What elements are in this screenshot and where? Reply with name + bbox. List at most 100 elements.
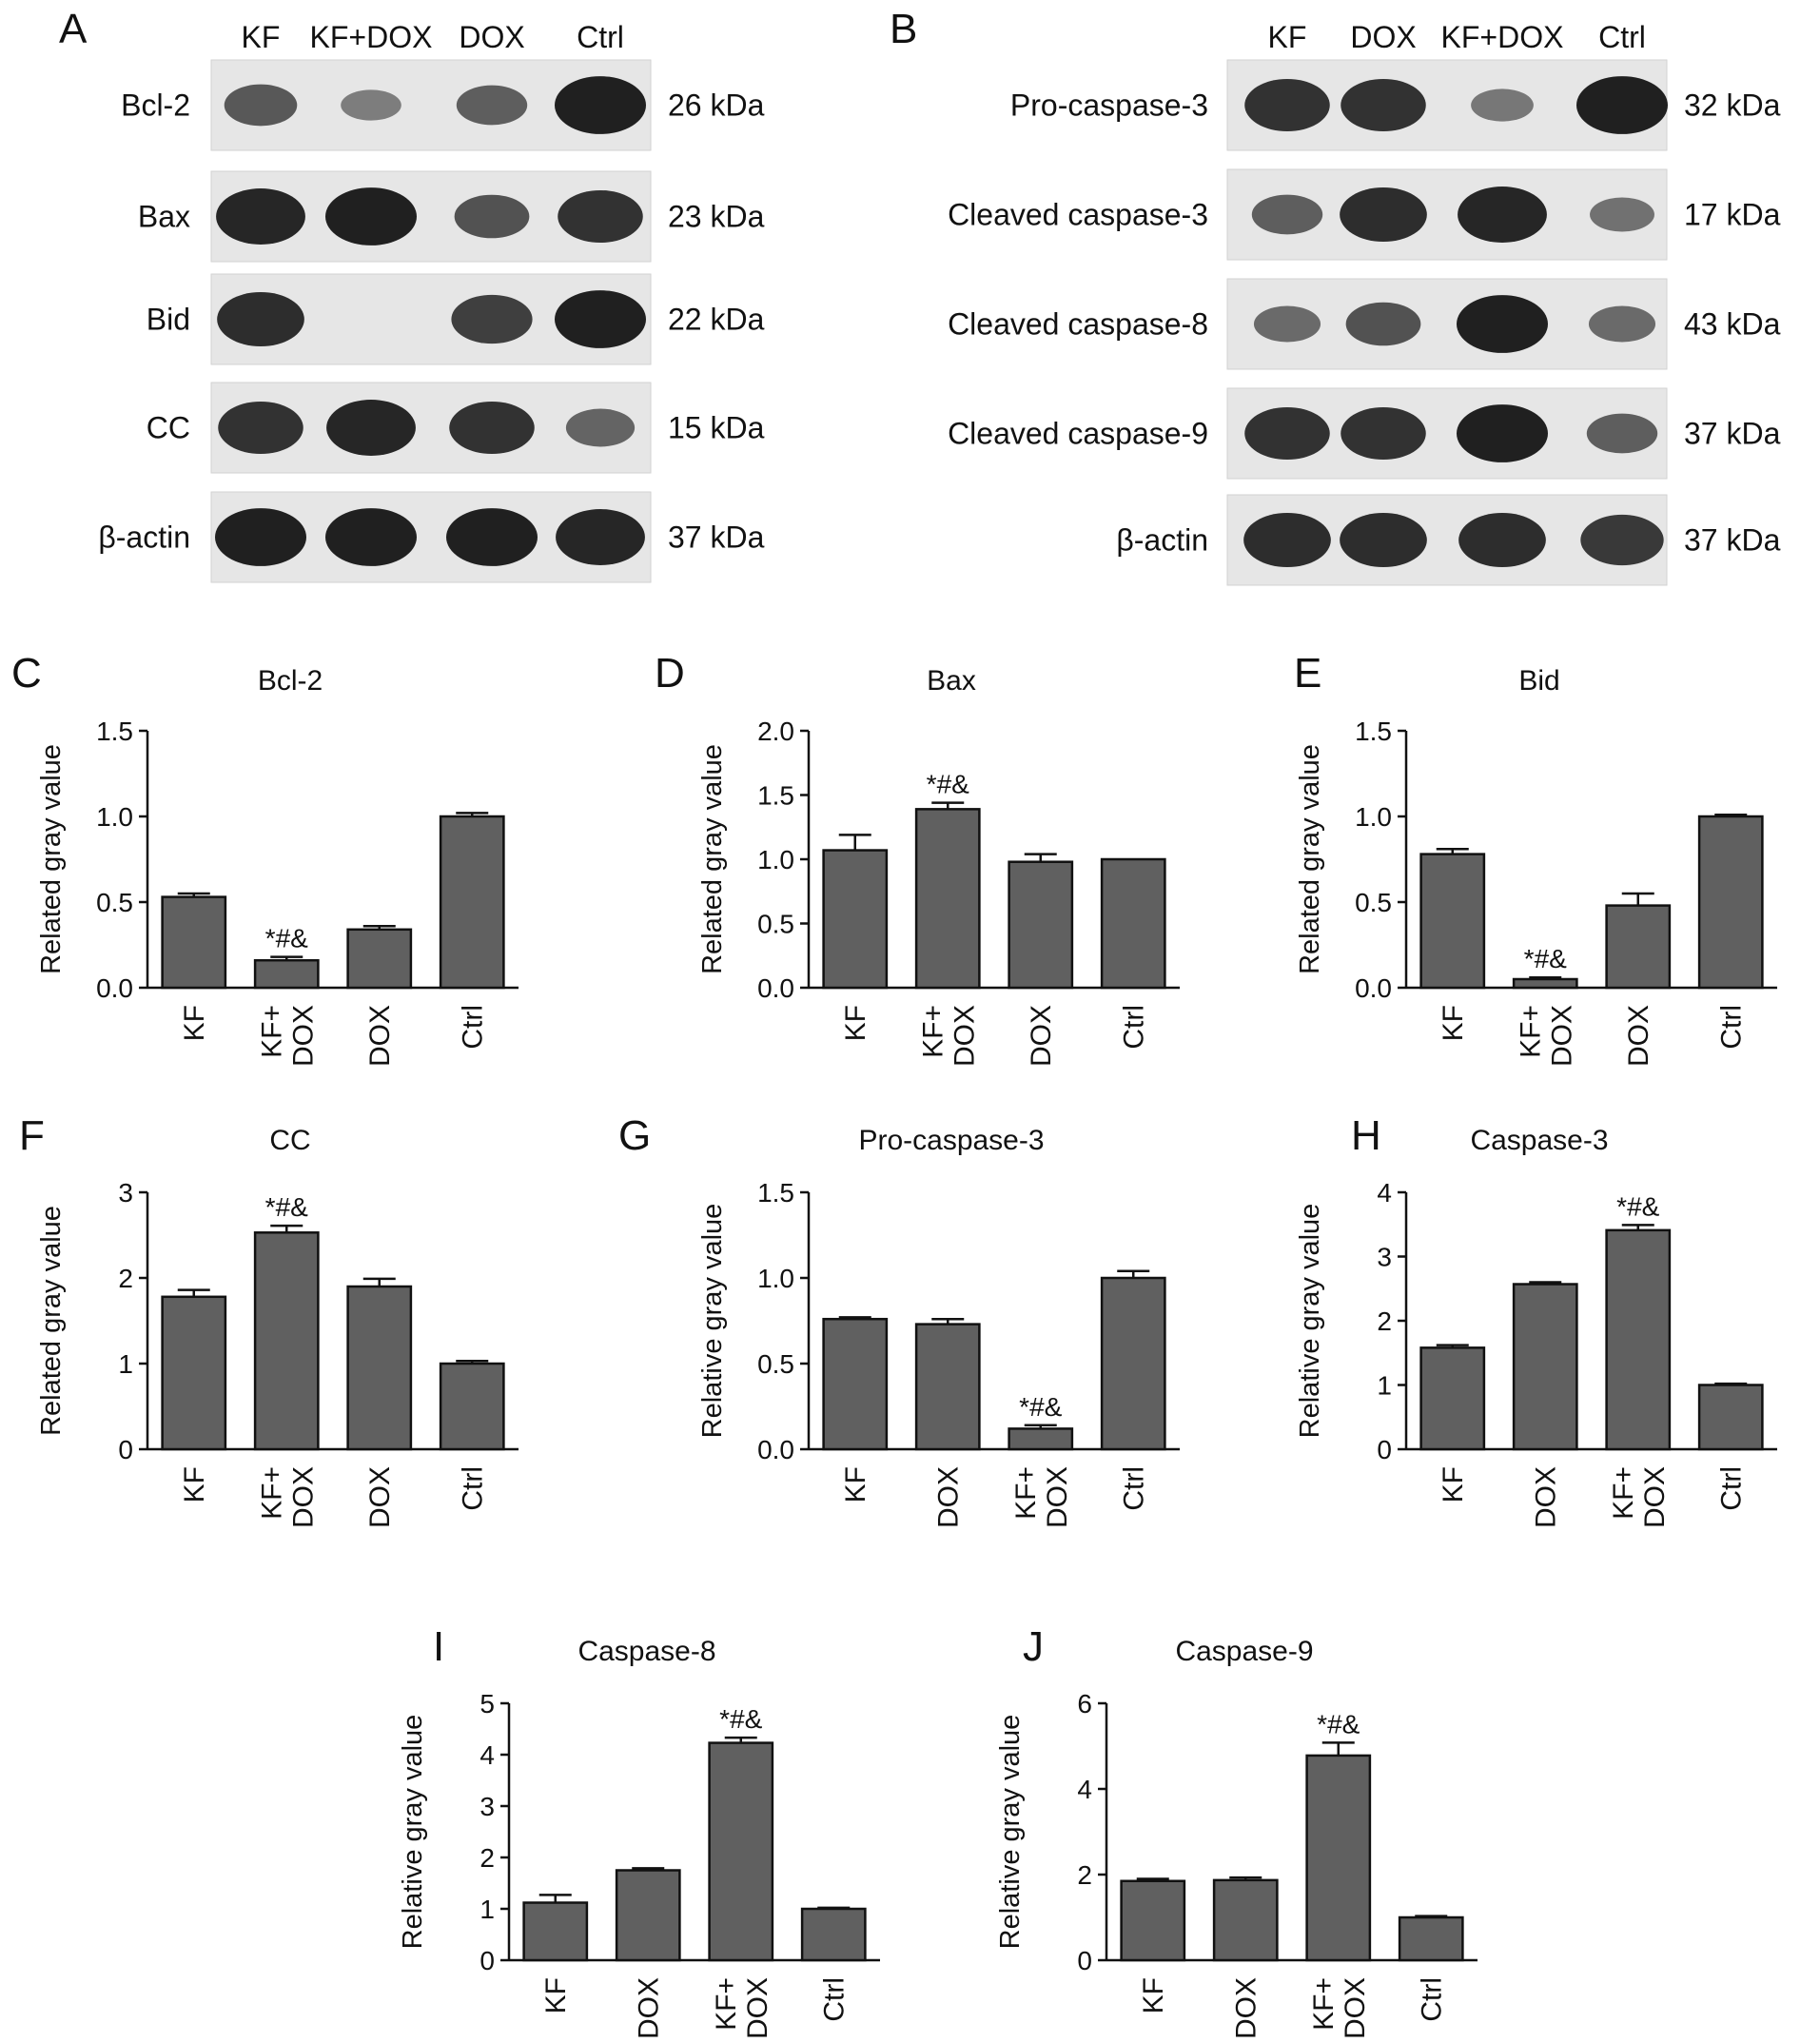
lane-label: DOX (1350, 20, 1416, 54)
bar (822, 1317, 889, 1451)
y-tick-label: 4 (1077, 1775, 1092, 1804)
protein-band (1253, 305, 1321, 343)
y-tick-label: 0.5 (757, 1349, 794, 1379)
protein-band (1586, 413, 1658, 454)
bar (253, 1231, 320, 1451)
panel-label-b: B (890, 6, 917, 52)
bar (1305, 1754, 1372, 1962)
protein-label: CC (147, 411, 190, 445)
y-tick-label: 1.5 (1355, 717, 1392, 746)
x-category-label: Ctrl (1715, 1005, 1747, 1050)
bar (822, 849, 889, 990)
x-category-line: Ctrl (1118, 1005, 1149, 1050)
chart-title: Caspase-3 (1470, 1125, 1608, 1156)
protein-band (555, 290, 646, 348)
protein-band (1244, 406, 1330, 461)
x-category-line: KF+ (256, 1466, 287, 1520)
x-category-label: KF (840, 1005, 871, 1041)
y-tick-label: 1.0 (1355, 802, 1392, 832)
y-tick-label: 0.0 (757, 1435, 794, 1464)
molecular-weight-label: 32 kDa (1684, 88, 1781, 123)
bar (1100, 857, 1166, 990)
y-tick-label: 1 (479, 1895, 495, 1924)
bar (1212, 1878, 1279, 1962)
y-tick-label: 6 (1077, 1689, 1092, 1719)
protein-label: Cleaved caspase-3 (948, 198, 1208, 232)
molecular-weight-label: 23 kDa (668, 200, 765, 234)
molecular-weight-label: 37 kDa (668, 521, 765, 555)
protein-band (1458, 187, 1547, 243)
protein-band (1458, 513, 1546, 567)
bar (708, 1741, 774, 1962)
protein-label: Cleaved caspase-8 (948, 307, 1208, 342)
bar (161, 895, 227, 990)
protein-band (446, 508, 538, 566)
x-category-line: KF+ (256, 1005, 287, 1058)
protein-band (456, 85, 528, 126)
protein-band (326, 400, 416, 456)
protein-band (1471, 88, 1534, 122)
bar (1008, 860, 1074, 990)
bar (439, 1362, 505, 1451)
molecular-weight-label: 26 kDa (668, 88, 765, 123)
y-tick-label: 1.0 (96, 802, 133, 832)
bar (1605, 1228, 1672, 1451)
chart-title: Pro-caspase-3 (858, 1125, 1044, 1156)
protein-band (325, 508, 417, 566)
protein-band (217, 292, 304, 346)
chart-title: Bid (1518, 665, 1559, 697)
x-category-line: KF (179, 1005, 210, 1041)
y-tick-label: 0.0 (96, 973, 133, 1003)
x-category-label: KF+DOX (256, 1466, 319, 1528)
x-category-label: DOX (364, 1466, 396, 1528)
x-category-line: DOX (1042, 1466, 1073, 1528)
protein-band (451, 294, 533, 344)
y-tick-label: 5 (479, 1689, 495, 1719)
x-category-label: Ctrl (1416, 1977, 1447, 2022)
y-tick-label: 0 (479, 1946, 495, 1975)
panel-label-j: J (1023, 1623, 1044, 1670)
x-category-label: Ctrl (818, 1977, 850, 2022)
protein-band (224, 84, 298, 127)
x-category-line: KF+ (1515, 1005, 1546, 1058)
x-category-line: DOX (1546, 1005, 1577, 1067)
x-category-line: KF+ (1608, 1466, 1639, 1520)
protein-band (215, 508, 306, 566)
x-category-line: KF (1438, 1466, 1469, 1503)
bar (914, 1323, 981, 1451)
chart-title: Caspase-9 (1175, 1636, 1313, 1667)
x-category-label: KF (179, 1466, 210, 1503)
x-category-line: DOX (633, 1977, 664, 2039)
x-category-line: KF (1438, 1005, 1469, 1041)
x-category-label: KF (1138, 1977, 1169, 2014)
x-category-label: DOX (1026, 1005, 1057, 1067)
y-tick-label: 2 (118, 1264, 133, 1293)
y-tick-label: 1.0 (757, 845, 794, 874)
bar (346, 928, 413, 990)
protein-band (1243, 513, 1331, 567)
y-tick-label: 0 (1377, 1435, 1392, 1464)
protein-label: Bax (138, 200, 190, 234)
x-category-line: DOX (1639, 1466, 1671, 1528)
x-category-label: DOX (932, 1466, 964, 1528)
y-tick-label: 4 (1377, 1178, 1392, 1208)
significance-marker: *#& (265, 1192, 308, 1222)
western-blot-panel-a: A KF KF+DOX DOX Ctrl Bcl-2 26 kDa Bax 23 kDa Bid 2… (59, 6, 765, 583)
protein-label: β-actin (98, 521, 190, 555)
x-category-line: DOX (1530, 1466, 1561, 1528)
x-category-label: DOX (633, 1977, 664, 2039)
x-category-line: KF (540, 1977, 572, 2014)
x-category-line: KF (840, 1005, 871, 1041)
protein-band (1251, 194, 1323, 235)
y-tick-label: 0.5 (757, 910, 794, 939)
x-category-line: KF+ (1010, 1466, 1042, 1520)
lane-label: KF+DOX (310, 20, 433, 54)
bar (1512, 977, 1578, 990)
y-axis-label: Relative gray value (398, 1715, 428, 1950)
x-category-label: KF (1438, 1005, 1469, 1041)
y-tick-label: 1.0 (757, 1264, 794, 1293)
x-category-line: DOX (364, 1005, 396, 1067)
y-tick-label: 0 (1077, 1946, 1092, 1975)
